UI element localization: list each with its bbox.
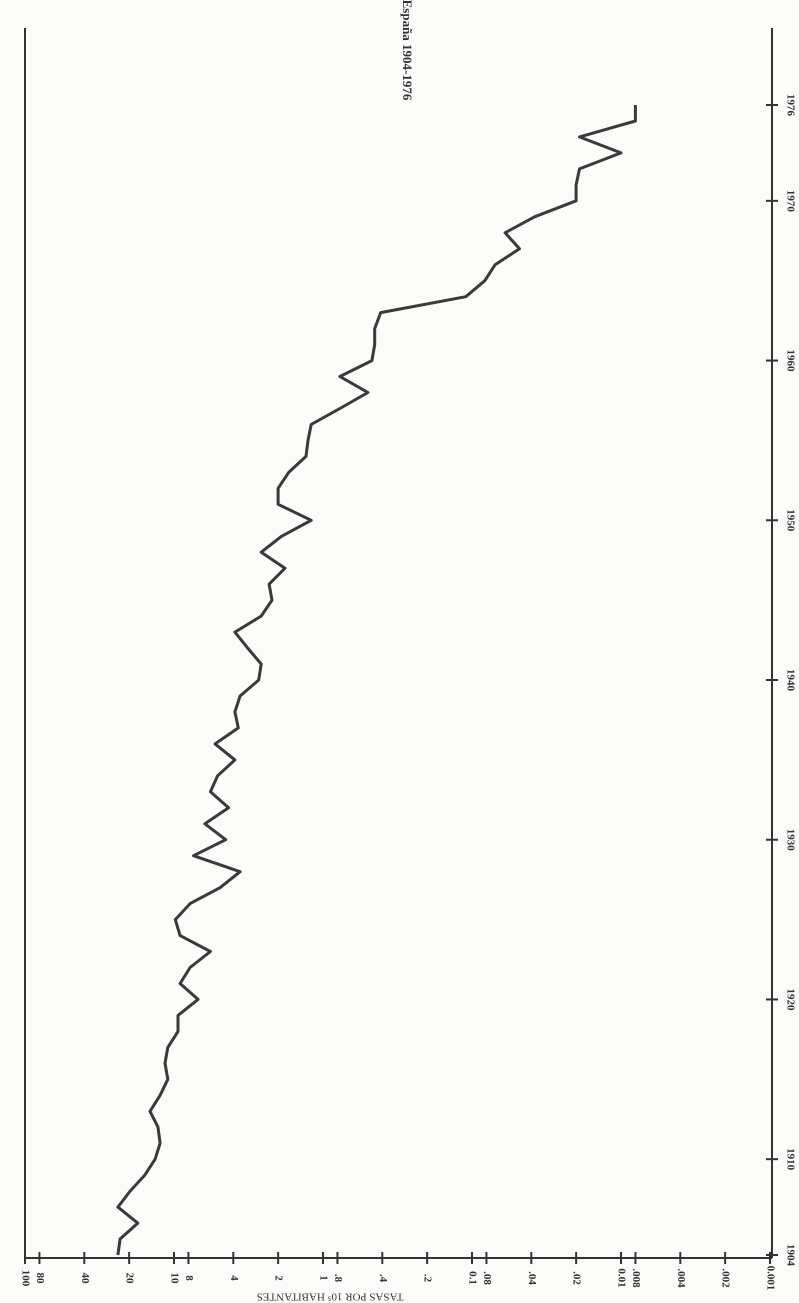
x-tick-label: 1904 <box>784 1244 796 1267</box>
y-tick-label: 20 <box>124 1273 136 1285</box>
x-tick-label: 1910 <box>784 1148 796 1171</box>
x-tick-label: 1950 <box>784 509 796 532</box>
y-tick-label: 0.01 <box>615 1268 627 1287</box>
x-tick-label: 1960 <box>784 350 796 373</box>
y-tick-label: 2 <box>273 1275 285 1281</box>
y-tick-label: 8 <box>183 1275 195 1281</box>
y-tick-label: 4 <box>228 1275 240 1281</box>
y-tick-label: .008 <box>630 1268 642 1288</box>
y-tick-label: .02 <box>571 1271 583 1285</box>
x-tick-label: 1970 <box>784 190 796 213</box>
y-tick-label: 0.001 <box>764 1266 776 1291</box>
chart-title: España 1904-1976 <box>400 0 415 101</box>
y-tick-label: .002 <box>720 1268 732 1288</box>
value-axis-label: TASAS POR 10⁵ HABITANTES <box>257 1290 404 1302</box>
y-tick-label: 1 <box>317 1275 329 1281</box>
y-tick-label: .08 <box>481 1271 493 1285</box>
y-tick-label: 80 <box>34 1273 46 1285</box>
y-tick-label: .004 <box>675 1268 687 1288</box>
y-tick-label: .2 <box>422 1274 434 1283</box>
x-tick-label: 1940 <box>784 669 796 692</box>
y-tick-label: 40 <box>79 1273 91 1285</box>
x-tick-label: 1976 <box>784 94 796 117</box>
y-tick-label: 100 <box>19 1270 31 1287</box>
x-tick-label: 1920 <box>784 988 796 1011</box>
y-tick-label: .04 <box>526 1271 538 1285</box>
data-line <box>116 105 637 1256</box>
y-tick-label: 10 <box>168 1273 180 1285</box>
x-tick-label: 1930 <box>784 829 796 852</box>
y-tick-label: 0.1 <box>466 1271 478 1285</box>
y-tick-label: .8 <box>332 1274 344 1283</box>
y-tick-label: .4 <box>377 1274 389 1283</box>
